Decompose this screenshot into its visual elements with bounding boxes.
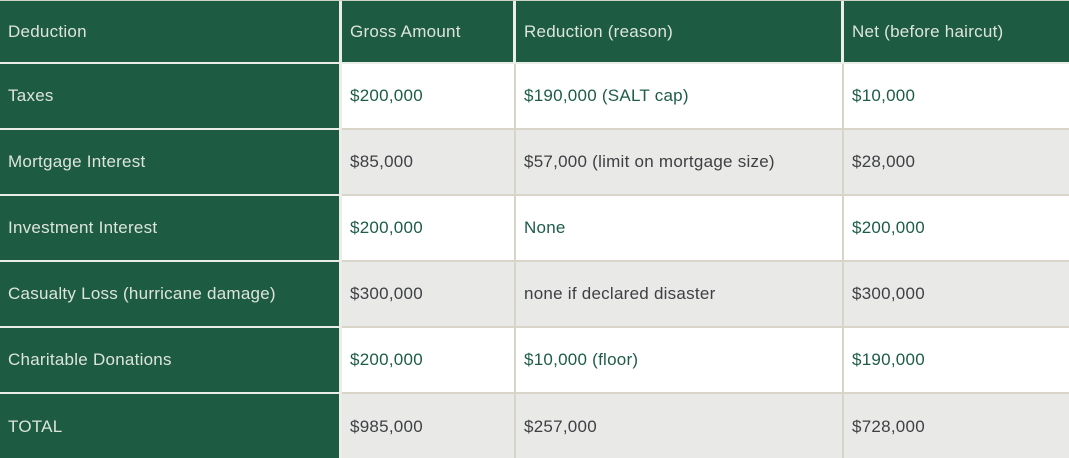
table-row-investment-interest: Investment Interest $200,000 None $200,0… — [0, 196, 1069, 262]
row-label-total: TOTAL — [0, 394, 342, 458]
table-row-mortgage-interest: Mortgage Interest $85,000 $57,000 (limit… — [0, 130, 1069, 196]
row-label-charitable-donations: Charitable Donations — [0, 328, 342, 394]
row-label-casualty-loss: Casualty Loss (hurricane damage) — [0, 262, 342, 328]
column-header-reduction-reason: Reduction (reason) — [516, 1, 844, 64]
cell-total-gross: $985,000 — [342, 394, 516, 458]
row-label-mortgage-interest: Mortgage Interest — [0, 130, 342, 196]
cell-taxes-reduction: $190,000 (SALT cap) — [516, 64, 844, 130]
column-header-gross-amount: Gross Amount — [342, 1, 516, 64]
cell-taxes-gross: $200,000 — [342, 64, 516, 130]
cell-mortgage-net: $28,000 — [844, 130, 1069, 196]
column-header-net-before-haircut: Net (before haircut) — [844, 1, 1069, 64]
cell-charitable-gross: $200,000 — [342, 328, 516, 394]
table-row-taxes: Taxes $200,000 $190,000 (SALT cap) $10,0… — [0, 64, 1069, 130]
cell-investment-gross: $200,000 — [342, 196, 516, 262]
cell-total-reduction: $257,000 — [516, 394, 844, 458]
table-row-total: TOTAL $985,000 $257,000 $728,000 — [0, 394, 1069, 458]
cell-casualty-net: $300,000 — [844, 262, 1069, 328]
cell-casualty-reduction: none if declared disaster — [516, 262, 844, 328]
header-row: Deduction Gross Amount Reduction (reason… — [0, 1, 1069, 64]
cell-mortgage-reduction: $57,000 (limit on mortgage size) — [516, 130, 844, 196]
cell-casualty-gross: $300,000 — [342, 262, 516, 328]
row-label-taxes: Taxes — [0, 64, 342, 130]
cell-total-net: $728,000 — [844, 394, 1069, 458]
table-row-charitable-donations: Charitable Donations $200,000 $10,000 (f… — [0, 328, 1069, 394]
cell-charitable-net: $190,000 — [844, 328, 1069, 394]
row-label-investment-interest: Investment Interest — [0, 196, 342, 262]
cell-investment-reduction: None — [516, 196, 844, 262]
cell-investment-net: $200,000 — [844, 196, 1069, 262]
cell-charitable-reduction: $10,000 (floor) — [516, 328, 844, 394]
cell-mortgage-gross: $85,000 — [342, 130, 516, 196]
column-header-deduction: Deduction — [0, 1, 342, 64]
cell-taxes-net: $10,000 — [844, 64, 1069, 130]
table-row-casualty-loss: Casualty Loss (hurricane damage) $300,00… — [0, 262, 1069, 328]
